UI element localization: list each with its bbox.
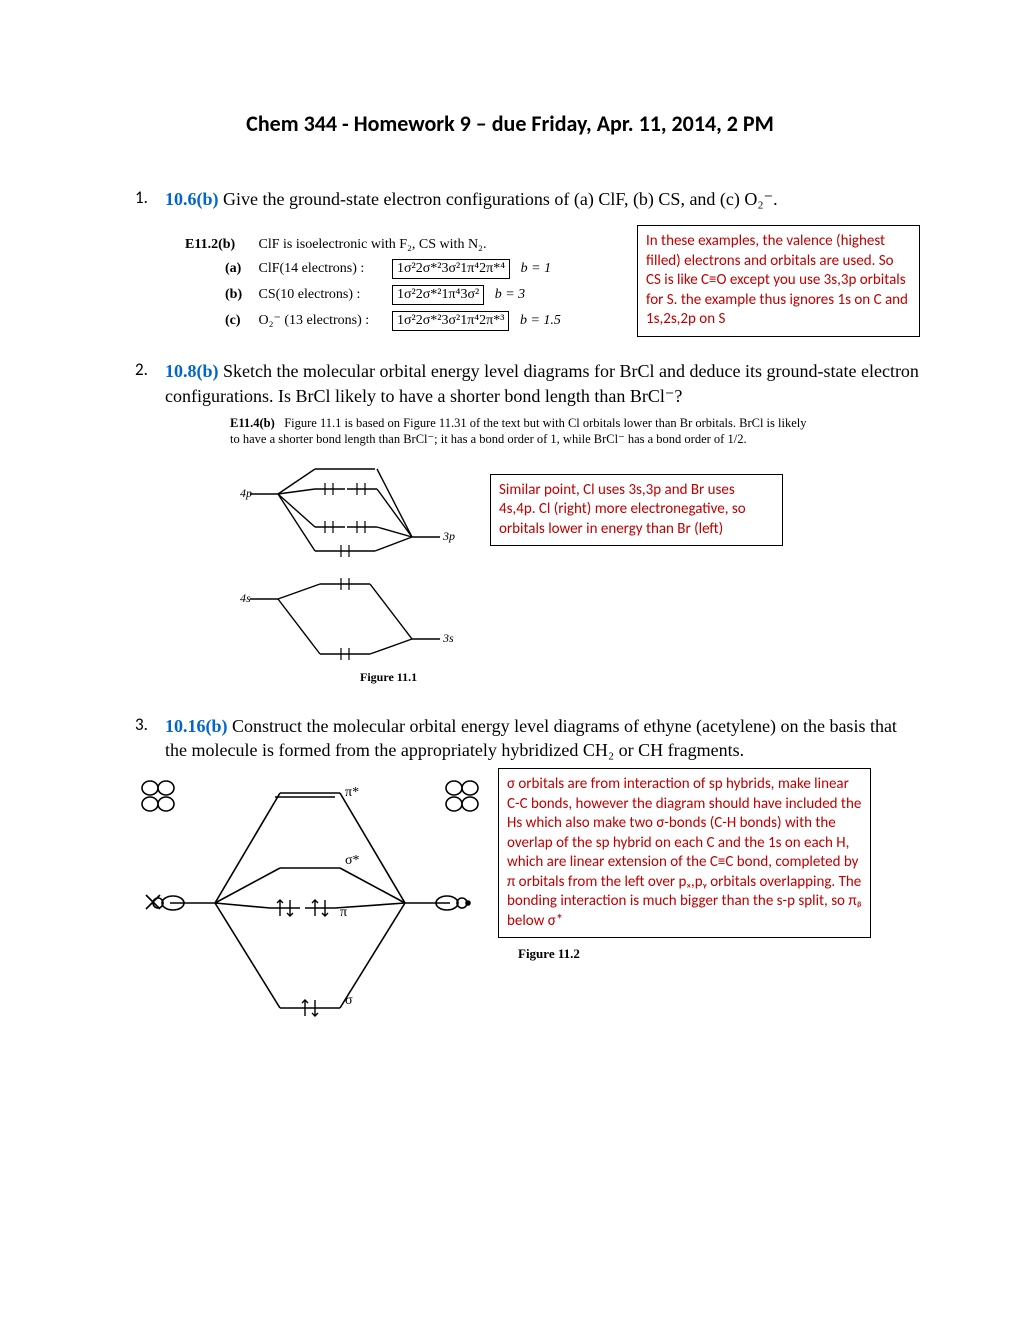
- config-box: 1σ²2σ*²1π⁴3σ²: [392, 285, 484, 305]
- problem-1: 1. 10.6(b) Give the ground-state electro…: [100, 187, 920, 337]
- bond-order: b = 1: [521, 261, 551, 276]
- page: Chem 344 - Homework 9 – due Friday, Apr.…: [0, 0, 1020, 1103]
- textbook-ref: 10.8(b): [165, 361, 219, 381]
- problem-2: 2. 10.8(b) Sketch the molecular orbital …: [100, 359, 920, 694]
- figure-caption: Figure 11.2: [518, 946, 920, 962]
- label-4p: 4p: [240, 486, 252, 500]
- problem-text: 10.6(b) Give the ground-state electron c…: [165, 187, 920, 211]
- label-sigma-star: σ*: [345, 853, 360, 868]
- question-text: Give the ground-state electron configura…: [223, 189, 778, 209]
- label-3s: 3s: [442, 631, 454, 645]
- bond-order: b = 3: [495, 287, 525, 302]
- question-text: Sketch the molecular orbital energy leve…: [165, 361, 919, 405]
- problem-text: 10.8(b) Sketch the molecular orbital ene…: [165, 359, 920, 408]
- config-row-c: (c) O₂⁻ (13 electrons) : 1σ²2σ*²3σ²1π⁴2π…: [185, 311, 627, 331]
- question-text: Construct the molecular orbital energy l…: [165, 716, 897, 760]
- mo-diagram-ethyne: π* σ* π σ: [140, 768, 480, 1043]
- config-row-a: (a) ClF(14 electrons) : 1σ²2σ*²3σ²1π⁴2π*…: [185, 259, 627, 279]
- answer-label: E11.2(b): [185, 237, 255, 253]
- molecule-name: O₂⁻ (13 electrons) :: [259, 312, 389, 329]
- problem-text: 10.16(b) Construct the molecular orbital…: [165, 714, 920, 763]
- problem-number: 1.: [135, 187, 148, 208]
- molecule-name: CS(10 electrons) :: [259, 287, 389, 303]
- textbook-ref: 10.16(b): [165, 716, 228, 736]
- label-sigma: σ: [345, 993, 353, 1008]
- answer-intro: ClF is isoelectronic with F₂, CS with N₂…: [259, 237, 487, 252]
- annotation-box: σ orbitals are from interaction of sp hy…: [498, 768, 871, 938]
- config-row-b: (b) CS(10 electrons) : 1σ²2σ*²1π⁴3σ² b =…: [185, 285, 627, 305]
- bond-order: b = 1.5: [520, 313, 561, 328]
- label-pi: π: [340, 905, 347, 920]
- annotation-box: Similar point, Cl uses 3s,3p and Br uses…: [490, 474, 783, 547]
- figure-caption: Figure 11.1: [360, 670, 417, 684]
- page-title: Chem 344 - Homework 9 – due Friday, Apr.…: [100, 110, 920, 137]
- label-pi-star: π*: [345, 785, 359, 800]
- problem-number: 2.: [135, 359, 148, 380]
- answer-text: E11.4(b) Figure 11.1 is based on Figure …: [230, 416, 810, 447]
- answer-label: E11.4(b): [230, 416, 275, 430]
- textbook-ref: 10.6(b): [165, 189, 219, 209]
- annotation-box: In these examples, the valence (highest …: [637, 225, 920, 337]
- problem-number: 3.: [135, 714, 148, 735]
- config-box: 1σ²2σ*²3σ²1π⁴2π*³: [392, 311, 509, 331]
- config-box: 1σ²2σ*²3σ²1π⁴2π*⁴: [392, 259, 510, 279]
- part-label: (b): [225, 287, 255, 303]
- label-3p: 3p: [442, 529, 455, 543]
- label-4s: 4s: [240, 591, 251, 605]
- part-label: (c): [225, 313, 255, 329]
- problem-3: 3. 10.16(b) Construct the molecular orbi…: [100, 714, 920, 1044]
- part-label: (a): [225, 261, 255, 277]
- answer-body: Figure 11.1 is based on Figure 11.31 of …: [230, 416, 806, 446]
- mo-diagram-brcl: 4p 3p 4s 3s Figure 11.1: [230, 459, 460, 694]
- molecule-name: ClF(14 electrons) :: [259, 261, 389, 277]
- answer-block: E11.2(b) ClF is isoelectronic with F₂, C…: [185, 237, 627, 331]
